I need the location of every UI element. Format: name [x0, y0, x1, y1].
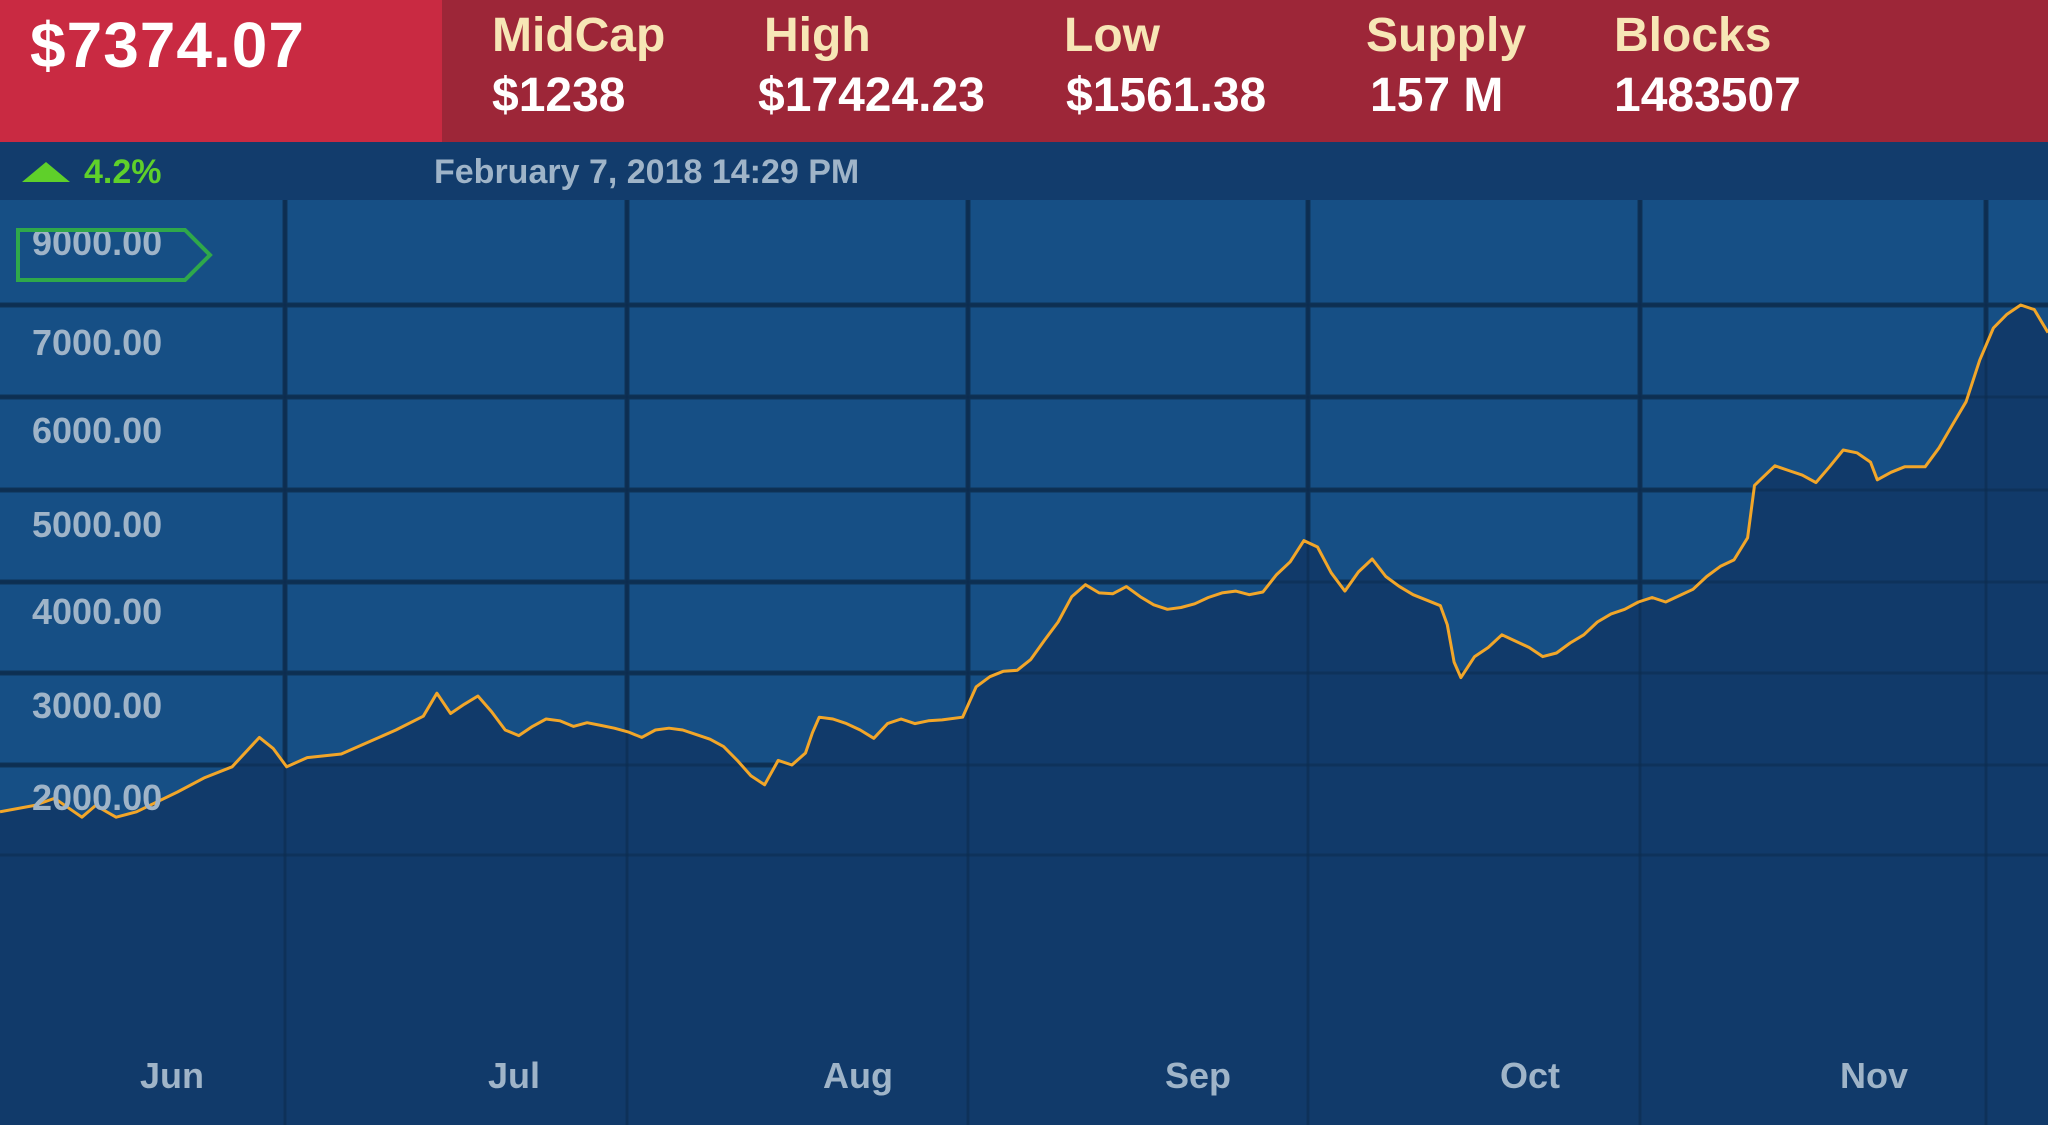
y-tick-label-1: 7000.00 [32, 322, 162, 363]
stat-label-low: Low [1064, 9, 1160, 62]
y-tick-label-3: 5000.00 [32, 504, 162, 545]
x-tick-label-nov: Nov [1840, 1055, 1908, 1096]
price-area [0, 200, 2048, 1125]
arrow-up-icon [22, 162, 70, 182]
stat-label-supply: Supply [1366, 9, 1527, 62]
x-tick-label-aug: Aug [823, 1055, 893, 1096]
y-tick-label-5: 3000.00 [32, 685, 162, 726]
ticker-header: $7374.07 MidCap $1238 High $17424.23 Low… [0, 0, 2048, 142]
stat-value-supply: 157 M [1370, 69, 1504, 122]
y-axis-labels: 9000.007000.006000.005000.004000.003000.… [16, 222, 213, 818]
current-level-marker [16, 228, 213, 282]
x-tick-label-jul: Jul [488, 1055, 540, 1096]
current-price: $7374.07 [30, 9, 305, 81]
stat-value-midcap: $1238 [492, 69, 626, 122]
price-chart: 9000.007000.006000.005000.004000.003000.… [0, 200, 2048, 1125]
stat-value-blocks: 1483507 [1614, 69, 1801, 122]
price-area-fill [0, 305, 2048, 1125]
stat-label-midcap: MidCap [492, 9, 666, 62]
stat-value-low: $1561.38 [1066, 69, 1267, 122]
stat-value-high: $17424.23 [758, 69, 985, 122]
x-tick-label-oct: Oct [1500, 1055, 1560, 1096]
subheader-bar [0, 142, 2048, 200]
price-change-percent: 4.2% [84, 153, 162, 191]
price-line [0, 303, 2048, 819]
stat-label-blocks: Blocks [1614, 9, 1772, 62]
timestamp: February 7, 2018 14:29 PM [434, 153, 860, 191]
x-tick-label-jun: Jun [140, 1055, 204, 1096]
y-tick-label-2: 6000.00 [32, 410, 162, 451]
current-price-box: $7374.07 [0, 0, 442, 142]
y-tick-label-4: 4000.00 [32, 591, 162, 632]
x-axis-labels: Jun Jul Aug Sep Oct Nov [140, 1055, 1908, 1096]
stat-label-high: High [764, 9, 871, 62]
y-tick-label-6: 2000.00 [32, 777, 162, 818]
x-tick-label-sep: Sep [1165, 1055, 1231, 1096]
